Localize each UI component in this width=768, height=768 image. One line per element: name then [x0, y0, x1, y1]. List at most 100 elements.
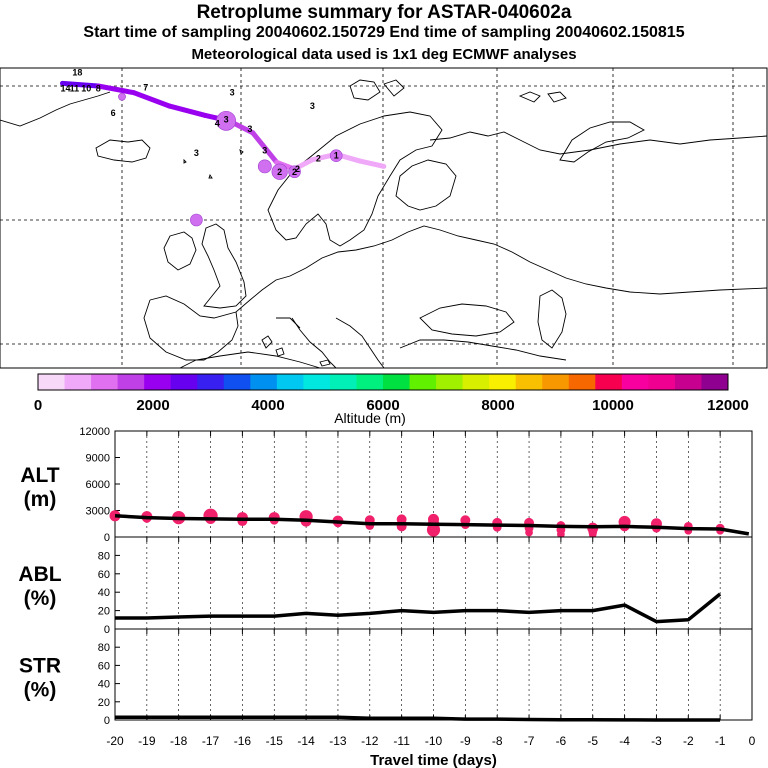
colorbar-cell: [489, 374, 517, 390]
colorbar-tick-label: 2000: [136, 397, 169, 414]
cluster-age-label: 2: [292, 167, 297, 177]
cluster-age-label: 3: [224, 115, 229, 125]
cluster-age-label: 3: [262, 145, 267, 155]
colorbar-cell: [329, 374, 357, 390]
colorbar-cell: [170, 374, 198, 390]
plume-cluster-blob: [216, 110, 237, 131]
cluster-age-label: 3: [247, 124, 252, 134]
colorbar-cell: [648, 374, 676, 390]
chart-title: Retroplume summary for ASTAR-040602a: [196, 2, 572, 23]
colorbar-tick-label: 10000: [592, 397, 634, 414]
panel-ylabel: STR: [19, 655, 61, 678]
colorbar-tick-label: 0: [34, 397, 42, 414]
alt-cluster-point: [426, 523, 441, 537]
x-tick-label: -6: [556, 734, 567, 748]
plume-segment: [60, 80, 101, 89]
cluster-age-label: 3: [230, 88, 235, 98]
plume-segment: [250, 130, 280, 165]
cluster-age-label: 1: [334, 151, 339, 161]
y-tick-label: 12000: [79, 426, 110, 438]
colorbar-tick-label: 12000: [707, 397, 749, 414]
y-tick-label: 0: [104, 624, 110, 636]
y-tick-label: 20: [98, 697, 110, 709]
cluster-age-label: 3: [194, 148, 199, 158]
y-tick-label: 60: [98, 569, 110, 581]
x-tick-label: -3: [651, 734, 662, 748]
x-axis-title: Travel time (days): [370, 752, 497, 768]
colorbar-cell: [144, 374, 172, 390]
plume-segment: [357, 158, 387, 169]
colorbar-cell: [223, 374, 251, 390]
x-tick-label: -15: [266, 734, 284, 748]
map-frame: [0, 67, 768, 369]
y-tick-label: 0: [104, 532, 110, 544]
cluster-age-label: 11: [70, 84, 80, 94]
colorbar-cell: [701, 374, 729, 390]
x-tick-label: -7: [524, 734, 535, 748]
colorbar-cells: [38, 374, 729, 390]
panel-ylabel: (m): [24, 488, 57, 511]
cluster-age-label: 6: [111, 108, 116, 118]
plume-clusters: [118, 92, 343, 227]
x-tick-label: -16: [234, 734, 252, 748]
panel-ylabel: ALT: [20, 464, 59, 487]
colorbar-title: Altitude (m): [334, 410, 406, 426]
colorbar-cell: [515, 374, 543, 390]
colorbar-tick-labels: 0 2000 4000 6000 8000 10000 12000: [34, 397, 749, 414]
x-tick-label: -10: [425, 734, 443, 748]
colorbar-cell: [674, 374, 702, 390]
x-tick-label: -14: [297, 734, 315, 748]
x-tick-label: -18: [170, 734, 188, 748]
x-tick-label: -9: [460, 734, 471, 748]
cluster-age-label: 4: [215, 119, 220, 129]
cluster-age-label: 10: [81, 84, 91, 94]
colorbar-cell: [38, 374, 66, 390]
alt-cluster-point: [557, 530, 565, 539]
x-tick-label: -1: [715, 734, 726, 748]
plume-cluster-blob: [257, 159, 272, 174]
colorbar-cell: [117, 374, 145, 390]
x-tick-label: -12: [361, 734, 379, 748]
plume-segment: [95, 83, 137, 96]
colorbar-tick-label: 8000: [481, 397, 514, 414]
panel-ylabel: (%): [24, 679, 57, 702]
panel-abl: 0 20 40 60 80 ABL(%): [18, 536, 753, 636]
colorbar-cell: [356, 374, 384, 390]
sampling-time-subtitle: Start time of sampling 20040602.150729 E…: [83, 24, 685, 41]
plume-cluster-blob: [271, 163, 288, 180]
colorbar-cell: [568, 374, 596, 390]
cluster-age-label: 7: [143, 82, 148, 92]
y-tick-label: 40: [98, 679, 110, 691]
y-tick-label: 20: [98, 606, 110, 618]
plume-cluster-blob: [190, 213, 203, 227]
colorbar-cell: [595, 374, 623, 390]
met-data-subtitle: Meteorological data used is 1x1 deg ECMW…: [191, 46, 577, 63]
plume-cluster-blob: [118, 92, 126, 101]
y-tick-label: 3000: [86, 506, 110, 518]
cluster-age-label: 2: [277, 167, 282, 177]
series-line: [115, 592, 722, 624]
colorbar-cell: [276, 374, 304, 390]
colorbar-cell: [91, 374, 119, 390]
y-tick-label: 6000: [86, 479, 110, 491]
plume-cluster-blob: [288, 165, 301, 179]
x-tick-label: -8: [492, 734, 503, 748]
y-tick-label: 0: [104, 715, 110, 727]
colorbar-tick-label: 6000: [366, 397, 399, 414]
cluster-age-label: 8: [96, 84, 101, 94]
colorbar-cell: [542, 374, 570, 390]
series-line: [115, 715, 721, 722]
cluster-age-label: 14: [60, 84, 70, 94]
cluster-age-label: 18: [72, 68, 82, 78]
plume-segment: [167, 103, 208, 118]
altitude-colorbar: 0 2000 4000 6000 8000 10000 12000 Altitude (m): [34, 373, 749, 426]
y-tick-label: 40: [98, 587, 110, 599]
x-tick-label: -19: [138, 734, 156, 748]
cluster-age-label: 3: [310, 101, 315, 111]
x-tick-label: -17: [202, 734, 220, 748]
x-tick-label: -5: [587, 734, 598, 748]
x-tick-label: -20: [106, 734, 124, 748]
y-tick-label: 80: [98, 642, 110, 654]
